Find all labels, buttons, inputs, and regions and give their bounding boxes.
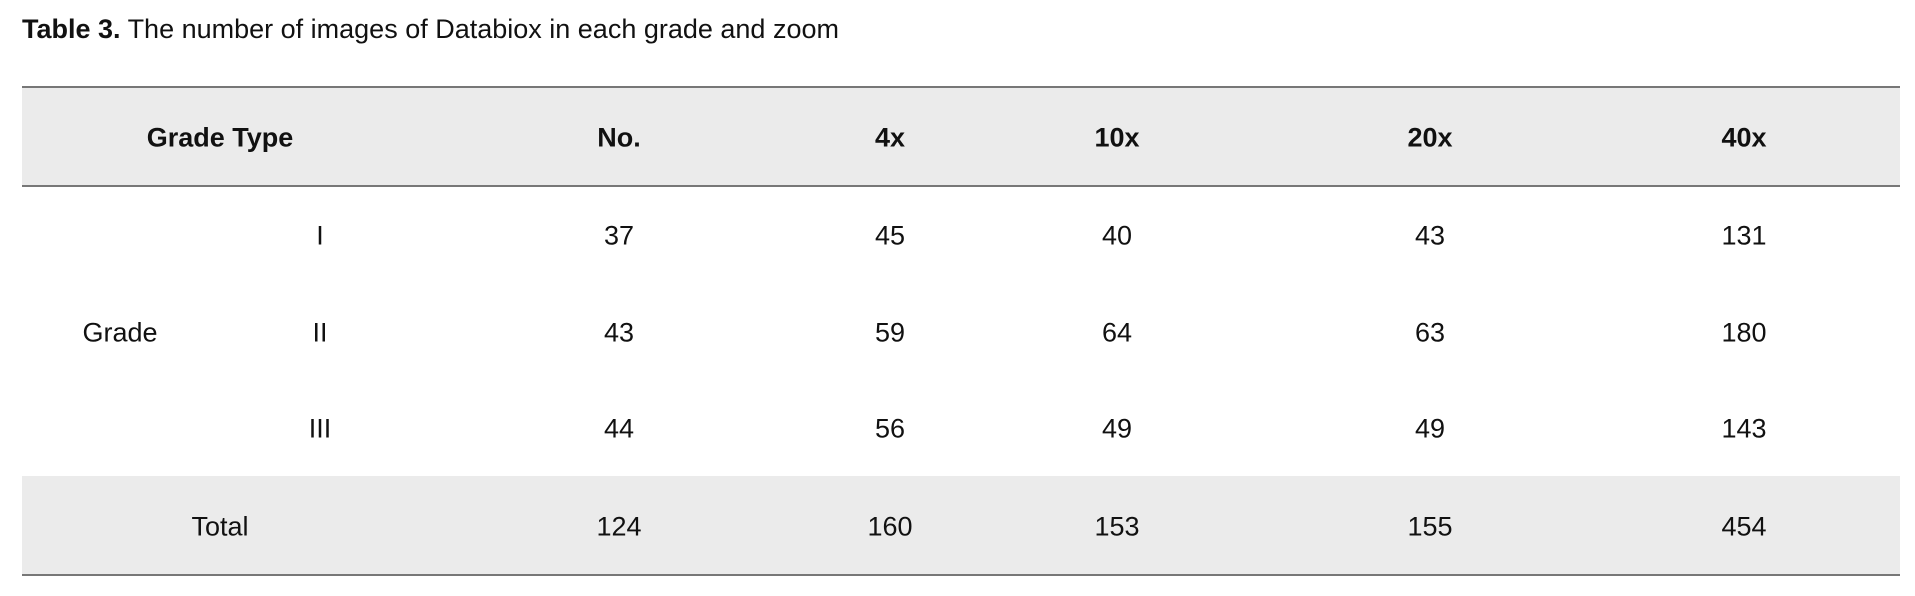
- total-cell: 160: [867, 511, 913, 542]
- total-cell: 153: [1094, 511, 1140, 542]
- caption-text: The number of images of Databiox in each…: [127, 14, 839, 44]
- table-cell: II: [312, 317, 328, 348]
- header-cell: No.: [597, 122, 641, 153]
- header-cell: Grade Type: [146, 122, 294, 153]
- total-cell: Total: [191, 511, 249, 542]
- table-cell: 49: [1101, 413, 1133, 444]
- table-cell: 40: [1101, 220, 1133, 251]
- header-cell: 40x: [1721, 122, 1767, 153]
- table-cell: 63: [1414, 317, 1446, 348]
- table-cell: 64: [1101, 317, 1133, 348]
- total-cell: 454: [1721, 511, 1767, 542]
- table-cell: 49: [1414, 413, 1446, 444]
- caption: Table 3. The number of images of Databio…: [22, 14, 839, 45]
- total-cell: 124: [596, 511, 642, 542]
- total-band: [22, 476, 1900, 575]
- table-cell: 180: [1721, 317, 1767, 348]
- table-cell: 44: [603, 413, 635, 444]
- table-cell: 56: [874, 413, 906, 444]
- total-cell: 155: [1407, 511, 1453, 542]
- table-cell: 43: [603, 317, 635, 348]
- group-cell: Grade: [82, 317, 158, 348]
- table-cell: 59: [874, 317, 906, 348]
- table-cell: 143: [1721, 413, 1767, 444]
- table-cell: III: [308, 413, 332, 444]
- table-cell: 131: [1721, 220, 1767, 251]
- caption-label: Table 3.: [22, 14, 121, 44]
- top-rule: [22, 86, 1900, 88]
- mid-rule: [22, 185, 1900, 187]
- header-cell: 4x: [874, 122, 906, 153]
- table-cell: I: [316, 220, 324, 251]
- table-cell: 43: [1414, 220, 1446, 251]
- header-cell: 20x: [1407, 122, 1453, 153]
- table-cell: 45: [874, 220, 906, 251]
- header-cell: 10x: [1094, 122, 1140, 153]
- bottom-rule: [22, 574, 1900, 576]
- header-band: [22, 87, 1900, 186]
- table-cell: 37: [603, 220, 635, 251]
